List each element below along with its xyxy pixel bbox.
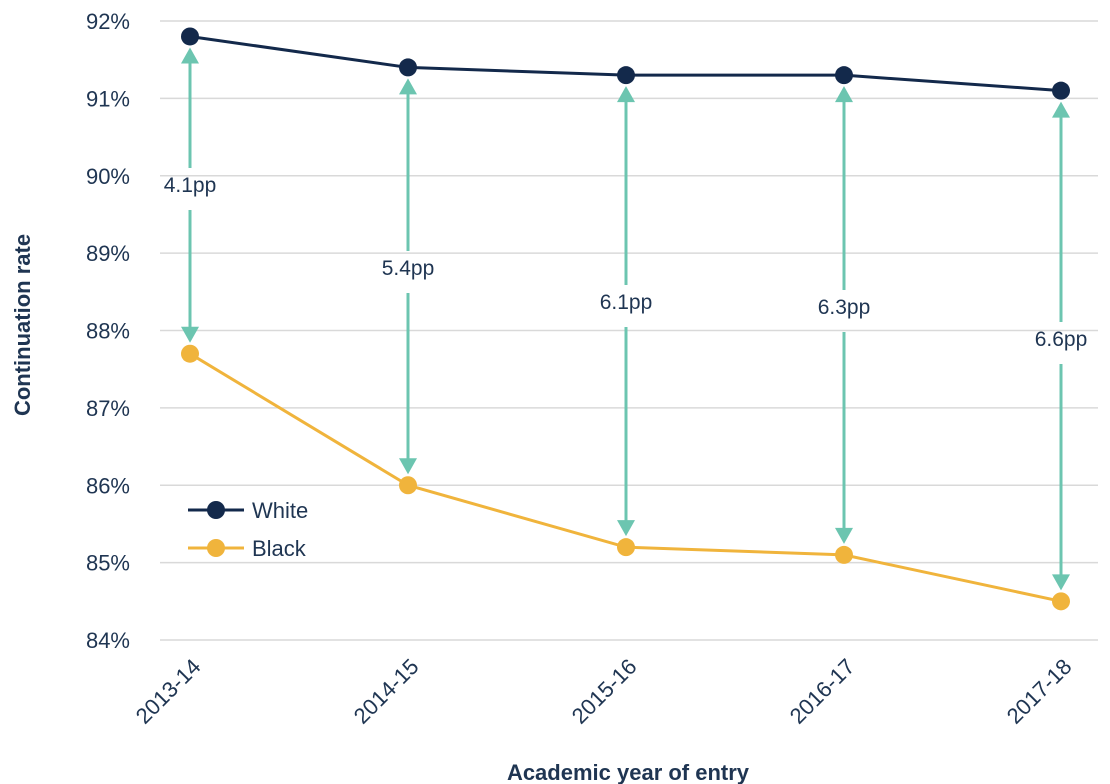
data-point [181, 27, 199, 46]
arrowhead-up-icon [835, 86, 853, 103]
arrowhead-up-icon [1052, 101, 1070, 118]
y-tick-label: 85% [86, 551, 130, 576]
x-tick-label: 2014-15 [349, 654, 424, 729]
gap-label: 6.6pp [1035, 328, 1088, 351]
data-point [617, 66, 635, 85]
x-axis-ticks: 2013-14 2014-15 2015-16 2016-17 2017-18 [131, 654, 1077, 729]
data-point [835, 545, 853, 564]
x-tick-label: 2015-16 [567, 654, 642, 729]
data-point [399, 476, 417, 495]
data-point [1052, 592, 1070, 611]
legend-item-white: White [188, 498, 308, 523]
x-tick-label: 2016-17 [785, 654, 860, 729]
y-tick-label: 86% [86, 473, 130, 498]
x-axis-title: Academic year of entry [507, 760, 750, 784]
arrowhead-down-icon [617, 520, 635, 537]
gap-arrows: 4.1pp 5.4pp 6.1pp 6.3pp 6.6pp [164, 47, 1088, 591]
arrowhead-up-icon [399, 78, 417, 95]
legend-label: Black [252, 536, 307, 561]
gridlines [160, 20, 1098, 641]
legend: White Black [188, 498, 308, 561]
y-tick-label: 87% [86, 396, 130, 421]
x-tick-label: 2013-14 [131, 654, 206, 729]
legend-marker [207, 501, 225, 519]
legend-item-black: Black [188, 536, 307, 561]
series-white [181, 27, 1070, 100]
gap-label: 5.4pp [382, 257, 435, 280]
data-point [399, 58, 417, 77]
y-tick-label: 90% [86, 164, 130, 189]
gap-arrow: 4.1pp [164, 47, 217, 343]
arrowhead-down-icon [1052, 574, 1070, 591]
gap-arrow: 6.3pp [818, 86, 871, 544]
gap-label: 4.1pp [164, 174, 217, 197]
gap-arrow: 6.6pp [1035, 101, 1088, 591]
series-black [181, 344, 1070, 611]
gap-arrow: 6.1pp [600, 86, 653, 537]
legend-label: White [252, 498, 308, 523]
series-lines [181, 27, 1070, 611]
gap-label: 6.3pp [818, 296, 871, 319]
y-tick-label: 92% [86, 9, 130, 34]
arrowhead-down-icon [399, 458, 417, 475]
arrowhead-up-icon [617, 86, 635, 103]
y-tick-label: 91% [86, 86, 130, 111]
gap-arrow: 5.4pp [382, 78, 435, 475]
data-point [1052, 81, 1070, 100]
arrowhead-down-icon [835, 527, 853, 544]
arrowhead-down-icon [181, 326, 199, 343]
y-axis-ticks: 84% 85% 86% 87% 88% 89% 90% 91% 92% [86, 9, 130, 653]
arrowhead-up-icon [181, 47, 199, 64]
gap-label: 6.1pp [600, 291, 653, 314]
y-axis-title: Continuation rate [10, 234, 35, 416]
data-point [835, 66, 853, 85]
legend-marker [207, 539, 225, 557]
data-point [181, 344, 199, 363]
y-tick-label: 84% [86, 628, 130, 653]
y-tick-label: 88% [86, 319, 130, 344]
x-tick-label: 2017-18 [1002, 654, 1077, 729]
y-tick-label: 89% [86, 241, 130, 266]
data-point [617, 538, 635, 557]
